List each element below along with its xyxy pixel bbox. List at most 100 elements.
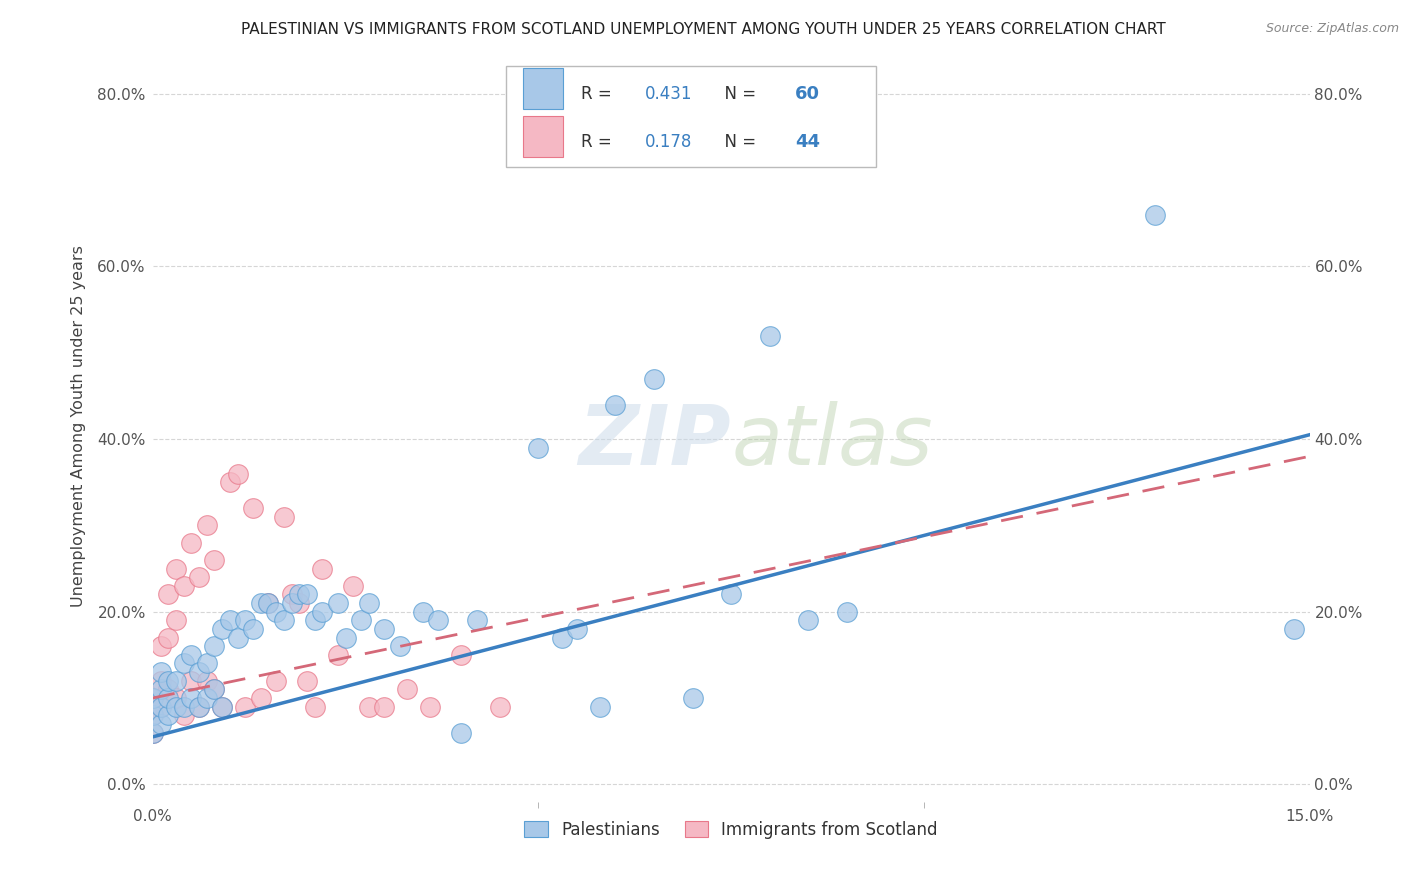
Point [242,622,264,636]
Point [233,699,256,714]
Point [142,725,165,739]
Text: PALESTINIAN VS IMMIGRANTS FROM SCOTLAND UNEMPLOYMENT AMONG YOUTH UNDER 25 YEARS : PALESTINIAN VS IMMIGRANTS FROM SCOTLAND … [240,22,1166,37]
Point [412,605,434,619]
Point [180,673,202,688]
Point [142,708,165,723]
Point [204,553,226,567]
FancyBboxPatch shape [523,68,564,110]
Point [357,699,380,714]
Point [311,605,333,619]
Point [758,328,780,343]
Point [682,691,704,706]
Point [188,665,211,679]
Point [142,708,165,723]
Point [173,699,195,714]
Point [173,657,195,671]
Text: 44: 44 [794,133,820,151]
Point [157,673,180,688]
Legend: Palestinians, Immigrants from Scotland: Palestinians, Immigrants from Scotland [517,814,945,846]
Point [257,596,280,610]
Point [149,639,172,653]
Point [204,682,226,697]
Point [142,691,165,706]
Point [1144,208,1167,222]
Point [396,682,419,697]
Point [233,613,256,627]
Point [165,699,187,714]
Text: R =: R = [581,85,617,103]
Point [527,441,550,455]
Text: ZIP: ZIP [578,401,731,482]
Point [373,622,395,636]
Point [264,605,287,619]
FancyBboxPatch shape [523,116,564,157]
Point [219,475,242,490]
Point [180,535,202,549]
Text: N =: N = [714,85,761,103]
Point [157,631,180,645]
Point [195,518,218,533]
Point [142,725,165,739]
Point [242,501,264,516]
Point [219,613,242,627]
Point [149,673,172,688]
Point [188,570,211,584]
Point [257,596,280,610]
Point [264,673,287,688]
Point [797,613,820,627]
Point [180,691,202,706]
Point [288,596,311,610]
Point [188,699,211,714]
Point [304,613,326,627]
Point [165,561,187,575]
Point [157,682,180,697]
Text: 60: 60 [794,85,820,103]
Point [165,673,187,688]
Point [273,509,295,524]
Point [280,587,302,601]
Point [157,691,180,706]
Text: R =: R = [581,133,617,151]
Point [373,699,395,714]
Point [180,648,202,662]
Point [157,587,180,601]
Point [550,631,572,645]
Point [204,682,226,697]
Text: 0.431: 0.431 [644,85,692,103]
Text: N =: N = [714,133,761,151]
Point [304,699,326,714]
Point [589,699,612,714]
Point [357,596,380,610]
Point [273,613,295,627]
Point [149,699,172,714]
Point [605,398,627,412]
Point [465,613,488,627]
Point [204,639,226,653]
Point [450,725,472,739]
Point [335,631,357,645]
Point [720,587,742,601]
Point [149,699,172,714]
Point [288,587,311,601]
Point [149,682,172,697]
Point [249,691,271,706]
Y-axis label: Unemployment Among Youth under 25 years: Unemployment Among Youth under 25 years [72,245,86,607]
Point [342,579,364,593]
Point [280,596,302,610]
Point [142,691,165,706]
Point [173,708,195,723]
Point [835,605,858,619]
Point [195,691,218,706]
Point [249,596,271,610]
Point [226,631,249,645]
Point [488,699,510,714]
Point [450,648,472,662]
Point [173,579,195,593]
Point [165,613,187,627]
Point [565,622,588,636]
Text: Source: ZipAtlas.com: Source: ZipAtlas.com [1265,22,1399,36]
Point [295,587,318,601]
Point [195,657,218,671]
Point [326,648,349,662]
FancyBboxPatch shape [506,66,876,167]
